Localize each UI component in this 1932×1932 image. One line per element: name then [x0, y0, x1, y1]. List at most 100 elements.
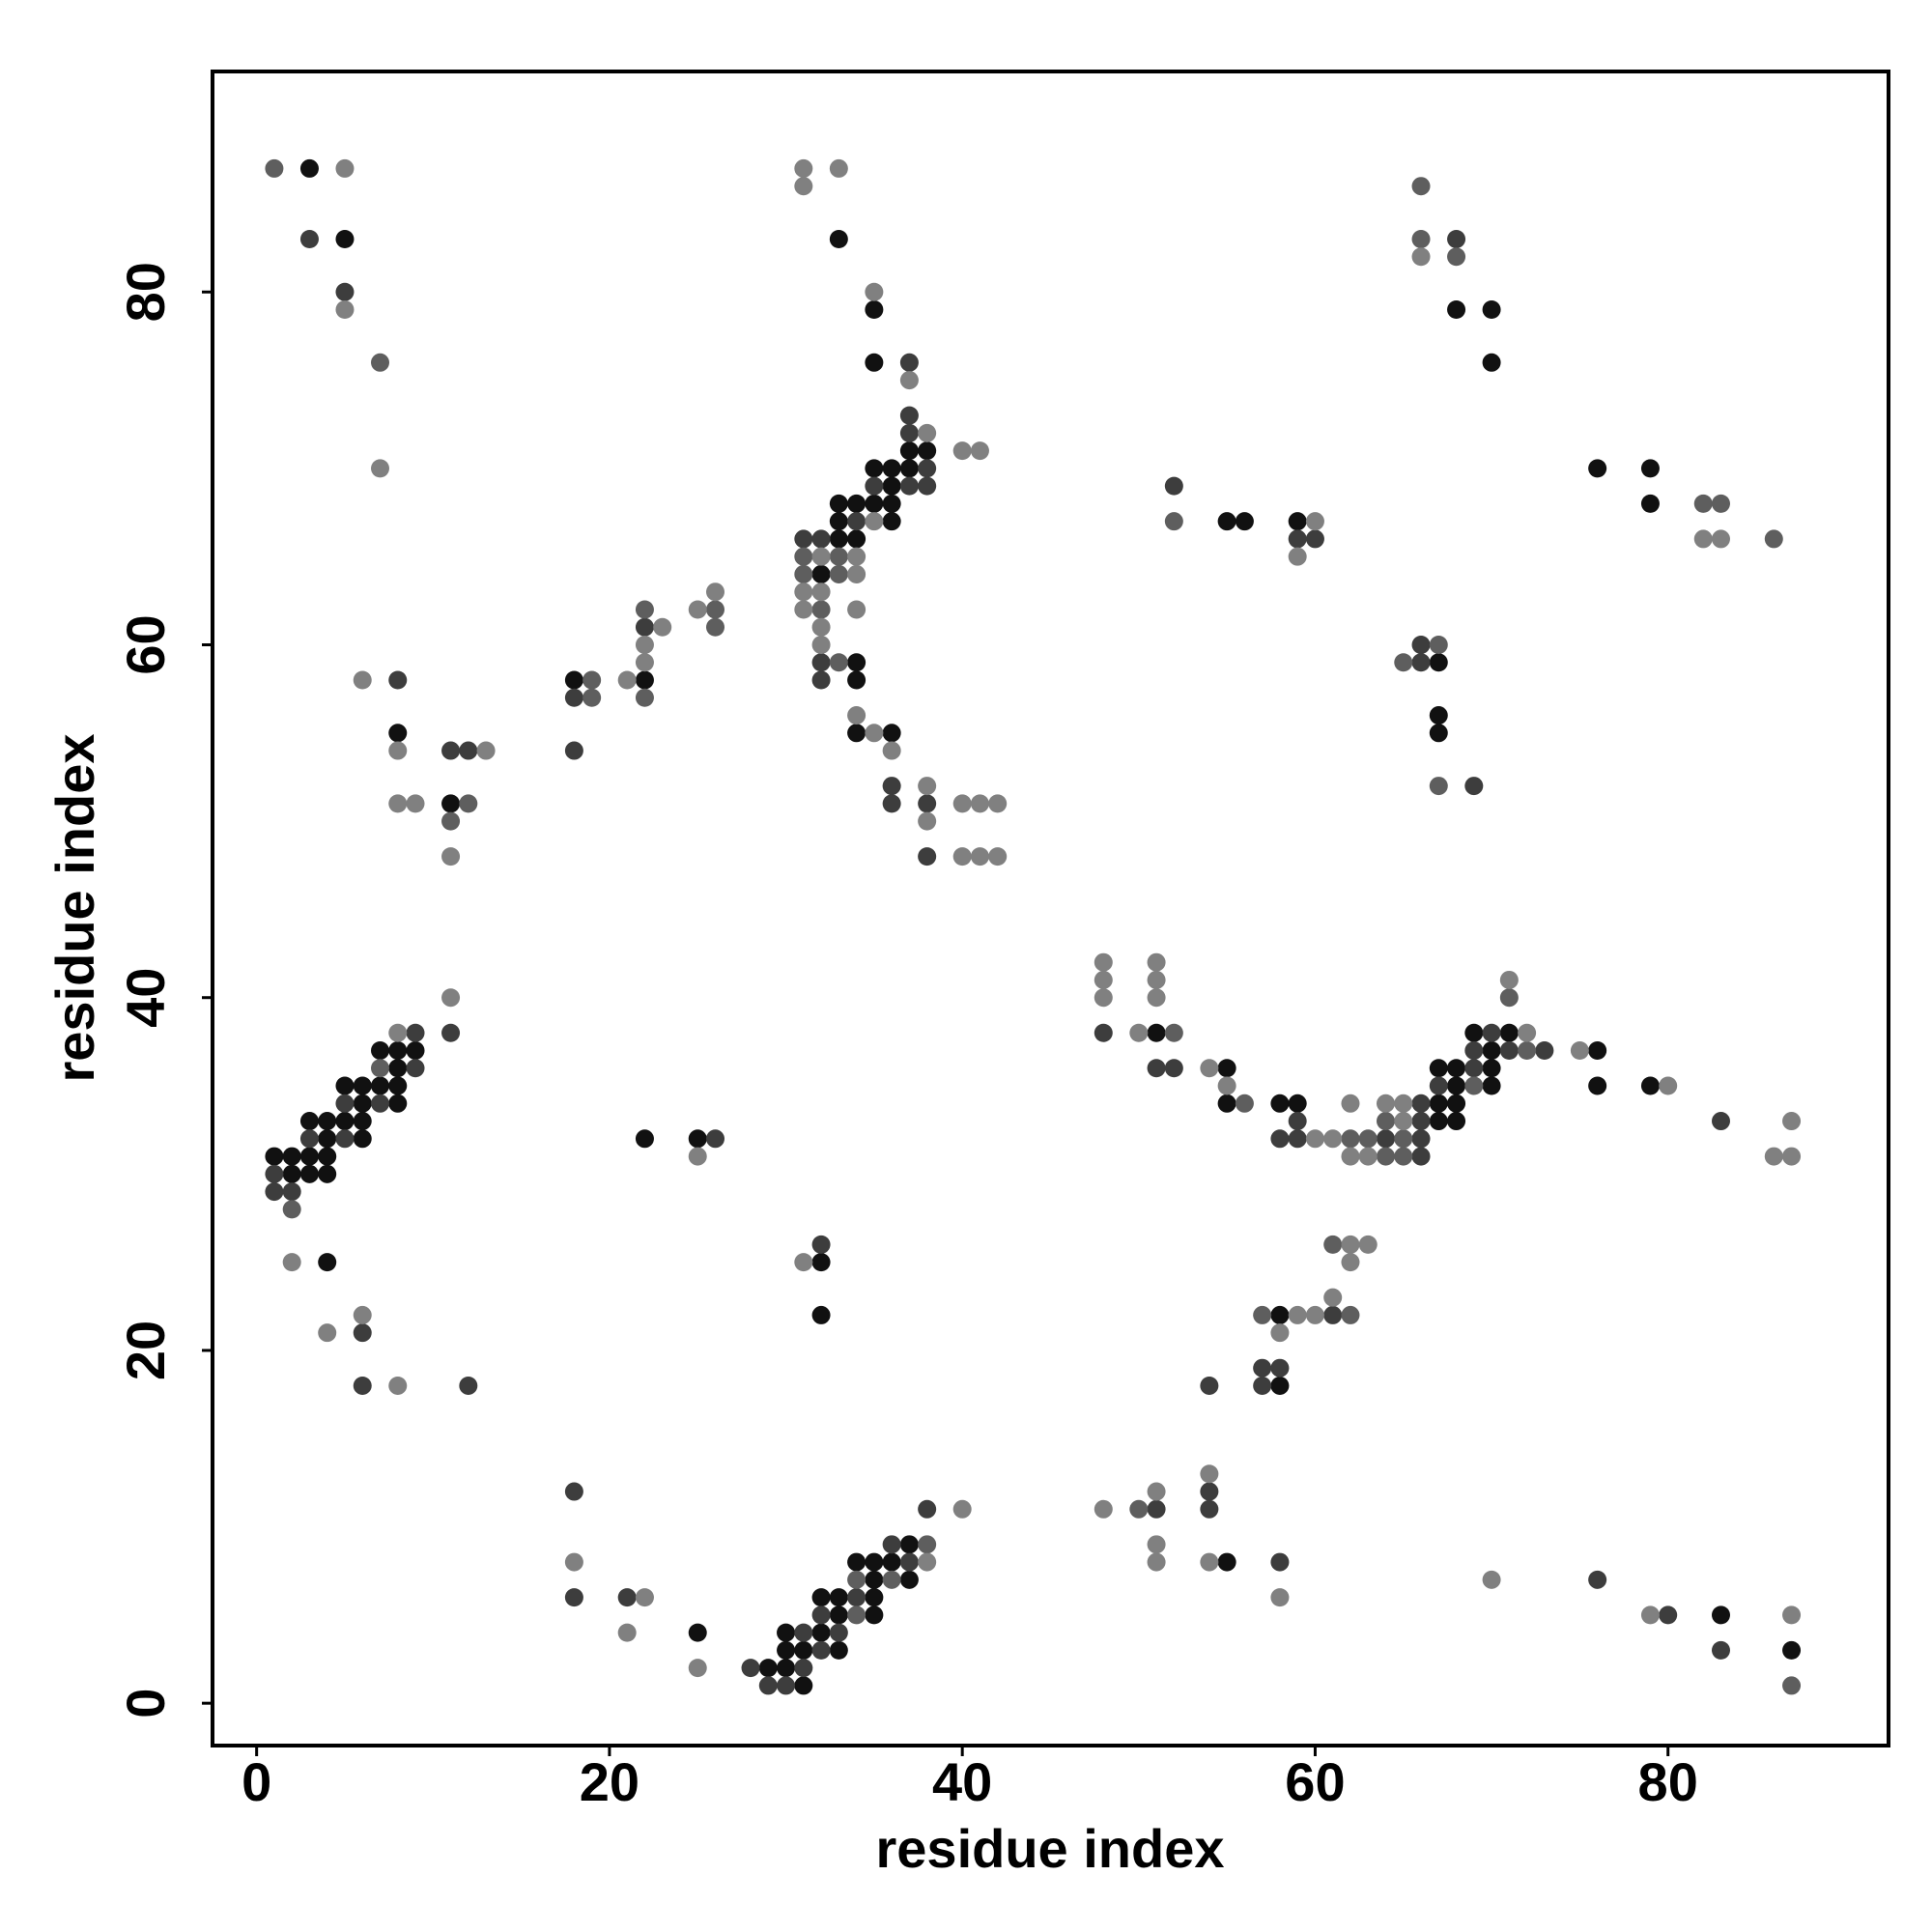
point — [1447, 1112, 1466, 1131]
point — [899, 353, 919, 372]
point — [811, 617, 831, 637]
point — [335, 1094, 355, 1113]
point — [1270, 1305, 1290, 1324]
point — [1411, 1094, 1431, 1113]
point — [1358, 1235, 1378, 1254]
point — [1659, 1076, 1678, 1095]
point — [882, 494, 901, 513]
point — [635, 1129, 654, 1149]
point — [441, 741, 461, 760]
y-tick-label: 40 — [115, 968, 176, 1028]
point — [1429, 1112, 1448, 1131]
point — [829, 494, 848, 513]
point — [811, 1235, 831, 1254]
point — [1447, 1076, 1466, 1095]
point — [1499, 988, 1519, 1008]
point — [1411, 1129, 1431, 1149]
point — [1129, 1023, 1149, 1042]
point — [1323, 1288, 1343, 1307]
point — [1341, 1253, 1360, 1272]
point — [811, 1588, 831, 1607]
point — [1341, 1129, 1360, 1149]
point — [335, 300, 355, 320]
point — [777, 1676, 796, 1695]
point — [1411, 177, 1431, 196]
point — [1253, 1358, 1272, 1378]
point — [899, 476, 919, 496]
point — [811, 653, 831, 672]
x-tick-label: 0 — [242, 1751, 271, 1812]
point — [1782, 1605, 1802, 1625]
point — [899, 459, 919, 478]
point — [1588, 459, 1607, 478]
point — [1782, 1112, 1802, 1131]
point — [406, 794, 425, 813]
point — [811, 529, 831, 549]
point — [617, 1623, 637, 1642]
point — [353, 1094, 372, 1113]
point — [318, 1147, 337, 1166]
point — [918, 1499, 937, 1519]
point — [299, 1129, 319, 1149]
point — [582, 688, 602, 707]
point — [1640, 459, 1660, 478]
point — [1147, 1499, 1166, 1519]
point — [918, 847, 937, 867]
point — [1640, 1076, 1660, 1095]
point — [388, 1023, 408, 1042]
point — [1482, 1023, 1501, 1042]
point — [829, 547, 848, 566]
point — [388, 741, 408, 760]
point — [1147, 1059, 1166, 1078]
point — [1288, 1305, 1307, 1324]
point — [829, 529, 848, 549]
point — [1270, 1358, 1290, 1378]
point — [882, 459, 901, 478]
point — [353, 1376, 372, 1395]
point — [688, 1623, 707, 1642]
point — [1288, 547, 1307, 566]
point — [1482, 300, 1501, 320]
point — [318, 1253, 337, 1272]
point — [1270, 1376, 1290, 1395]
point — [441, 794, 461, 813]
point — [1482, 353, 1501, 372]
point — [847, 600, 867, 619]
point — [918, 476, 937, 496]
point — [1377, 1112, 1395, 1131]
point — [899, 406, 919, 425]
y-axis-title: residue index — [44, 733, 105, 1082]
point — [1518, 1023, 1537, 1042]
point — [1094, 970, 1113, 989]
point — [1270, 1094, 1290, 1113]
point — [882, 476, 901, 496]
point — [847, 547, 867, 566]
point — [1782, 1676, 1802, 1695]
point — [635, 635, 654, 654]
point — [1323, 1305, 1343, 1324]
point — [1782, 1640, 1802, 1660]
point — [777, 1659, 796, 1678]
point — [970, 794, 989, 813]
point — [706, 617, 724, 637]
x-tick-label: 40 — [932, 1751, 992, 1812]
point — [1305, 512, 1324, 531]
point — [335, 1076, 355, 1095]
point — [617, 670, 637, 690]
point — [1270, 1323, 1290, 1343]
point — [353, 1076, 372, 1095]
point — [1429, 653, 1448, 672]
point — [617, 1588, 637, 1607]
point — [829, 1588, 848, 1607]
point — [1447, 229, 1466, 248]
point — [282, 1253, 301, 1272]
point — [1394, 1094, 1413, 1113]
point — [1341, 1094, 1360, 1113]
point — [1305, 1305, 1324, 1324]
point — [1411, 635, 1431, 654]
y-tick-label: 0 — [115, 1689, 176, 1719]
point — [318, 1164, 337, 1183]
point — [371, 1059, 389, 1078]
point — [282, 1182, 301, 1202]
